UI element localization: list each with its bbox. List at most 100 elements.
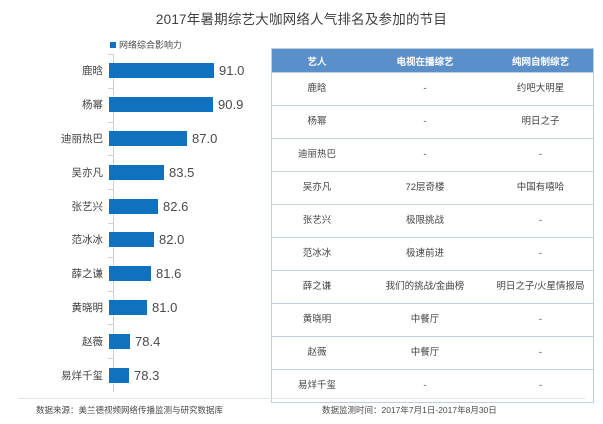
column-header-tv-variety: 电视在播综艺 [362, 48, 488, 73]
bar[interactable] [109, 130, 187, 146]
bar[interactable] [109, 198, 158, 214]
bar[interactable] [109, 63, 214, 79]
bar-category-label: 范冰冰 [71, 234, 104, 247]
bar-track: 81.0 [108, 291, 262, 325]
bar-value-label: 81.6 [156, 266, 182, 282]
bar-track: 82.6 [108, 189, 262, 223]
bar-row: 易烊千玺 78.3 [0, 358, 262, 392]
bar-track: 90.9 [108, 88, 262, 122]
axis-tick [108, 87, 113, 89]
table-row: 张艺兴 极限挑战 - [271, 204, 594, 238]
bar-value-label: 82.6 [163, 198, 189, 214]
bar-row: 张艺兴 82.6 [0, 189, 262, 223]
bar-track: 82.0 [108, 223, 262, 257]
axis-tick [108, 256, 113, 258]
legend-swatch-icon [110, 41, 116, 48]
cell-web-variety: - [488, 237, 594, 271]
footer-period: 数据监测时间：2017年7月1日-2017年8月30日 [322, 405, 497, 415]
table-row: 赵薇 中餐厅 - [271, 336, 594, 370]
column-header-web-variety: 纯网自制综艺 [488, 48, 594, 73]
cell-artist: 黄晓明 [271, 303, 362, 337]
cell-tv-variety: 极速前进 [362, 237, 488, 271]
cell-web-variety: - [488, 336, 594, 370]
cell-artist: 张艺兴 [271, 204, 362, 238]
axis-tick [108, 189, 113, 191]
bar-row: 吴亦凡 83.5 [0, 155, 262, 189]
cell-artist: 赵薇 [271, 336, 362, 370]
bar-value-label: 83.5 [169, 164, 195, 180]
axis-tick [108, 121, 113, 123]
bar-track: 91.0 [108, 54, 262, 88]
cell-web-variety: - [488, 303, 594, 337]
bar-row-list: 鹿晗 91.0 杨幂 90.9 迪丽热巴 87.0 吴亦凡 83.5 张艺兴 82.6 范冰冰 82.… [0, 54, 262, 392]
bar-category-label: 赵薇 [82, 335, 103, 348]
bar-row: 鹿晗 91.0 [0, 54, 262, 88]
cell-tv-variety: 中餐厅 [362, 336, 488, 370]
cell-tv-variety: 极限挑战 [362, 204, 488, 238]
bar-track: 87.0 [108, 122, 262, 156]
bar-category-label: 迪丽热巴 [61, 132, 103, 145]
bar-value-label: 78.4 [135, 333, 161, 349]
programs-table-head: 艺人 电视在播综艺 纯网自制综艺 [271, 48, 594, 73]
axis-tick [108, 290, 113, 292]
bar-category-label: 吴亦凡 [71, 166, 104, 179]
bar-track: 78.3 [108, 358, 262, 392]
cell-tv-variety: 72层奇楼 [362, 171, 488, 205]
value-axis-line [113, 54, 114, 392]
cell-web-variety: 约吧大明星 [488, 72, 594, 106]
bar-category-label: 杨幂 [82, 99, 103, 112]
table-row: 薛之谦 我们的挑战/金曲榜 明日之子/火星情报局 [271, 270, 594, 304]
footer-source: 数据来源：美兰德视频网络传播监测与研究数据库 [36, 405, 224, 415]
cell-web-variety: 明日之子/火星情报局 [488, 270, 594, 304]
bar-chart-panel: 网络综合影响力 鹿晗 91.0 杨幂 90.9 迪丽热巴 87.0 吴亦凡 83.5 张艺兴 82… [0, 34, 262, 394]
cell-artist: 杨幂 [271, 105, 362, 139]
bar[interactable] [109, 333, 130, 349]
cell-artist: 迪丽热巴 [271, 138, 362, 172]
bar-value-label: 90.9 [218, 97, 244, 113]
bar[interactable] [109, 97, 213, 113]
table-header-row: 艺人 电视在播综艺 纯网自制综艺 [271, 48, 594, 73]
programs-table-panel: 艺人 电视在播综艺 纯网自制综艺 鹿晗 - 约吧大明星 杨幂 - 明日之子 迪丽热巴 - - 吴亦… [271, 48, 594, 403]
bar-track: 83.5 [108, 155, 262, 189]
bar-value-label: 91.0 [219, 63, 245, 79]
bar-category-label: 易烊千玺 [61, 369, 103, 382]
axis-tick [108, 222, 113, 224]
bar[interactable] [109, 367, 129, 383]
cell-artist: 范冰冰 [271, 237, 362, 271]
cell-artist: 薛之谦 [271, 270, 362, 304]
bar-row: 赵薇 78.4 [0, 324, 262, 358]
bar-row: 范冰冰 82.0 [0, 222, 262, 257]
column-header-artist: 艺人 [271, 48, 362, 73]
cell-web-variety: - [488, 204, 594, 238]
cell-artist: 鹿晗 [271, 72, 362, 106]
programs-table: 艺人 电视在播综艺 纯网自制综艺 鹿晗 - 约吧大明星 杨幂 - 明日之子 迪丽热巴 - - 吴亦… [271, 48, 594, 403]
footer: 数据来源：美兰德视频网络传播监测与研究数据库 数据监测时间：2017年7月1日-… [0, 398, 603, 424]
bar-category-label: 薛之谦 [71, 268, 104, 281]
bar-track: 78.4 [108, 324, 262, 358]
programs-table-body: 鹿晗 - 约吧大明星 杨幂 - 明日之子 迪丽热巴 - - 吴亦凡 72层奇楼 中国有嘻哈 张艺兴 极限挑… [271, 72, 594, 403]
cell-tv-variety: 中餐厅 [362, 303, 488, 337]
cell-web-variety: - [488, 138, 594, 172]
bar-value-label: 82.0 [159, 232, 185, 248]
bar[interactable] [109, 232, 154, 248]
axis-tick [108, 54, 113, 55]
page-title: 2017年暑期综艺大咖网络人气排名及参加的节目 [155, 12, 448, 27]
cell-web-variety: 中国有嘻哈 [488, 171, 594, 205]
bar[interactable] [109, 164, 164, 180]
footer-divider [18, 398, 585, 399]
table-row: 迪丽热巴 - - [271, 138, 594, 172]
bar-row: 杨幂 90.9 [0, 87, 262, 122]
bar[interactable] [109, 299, 147, 315]
legend-label: 网络综合影响力 [119, 40, 183, 50]
bar-value-label: 87.0 [192, 130, 218, 146]
bar-row: 迪丽热巴 87.0 [0, 121, 262, 156]
cell-tv-variety: - [362, 138, 488, 172]
chart-plot-area: 鹿晗 91.0 杨幂 90.9 迪丽热巴 87.0 吴亦凡 83.5 张艺兴 82.6 范冰冰 82.… [0, 54, 262, 392]
bar-value-label: 78.3 [134, 367, 160, 383]
chart-legend: 网络综合影响力 [110, 38, 182, 51]
axis-tick [108, 324, 113, 326]
table-row: 杨幂 - 明日之子 [271, 105, 594, 139]
bar[interactable] [109, 266, 151, 282]
axis-tick [108, 155, 113, 157]
cell-tv-variety: - [362, 72, 488, 106]
